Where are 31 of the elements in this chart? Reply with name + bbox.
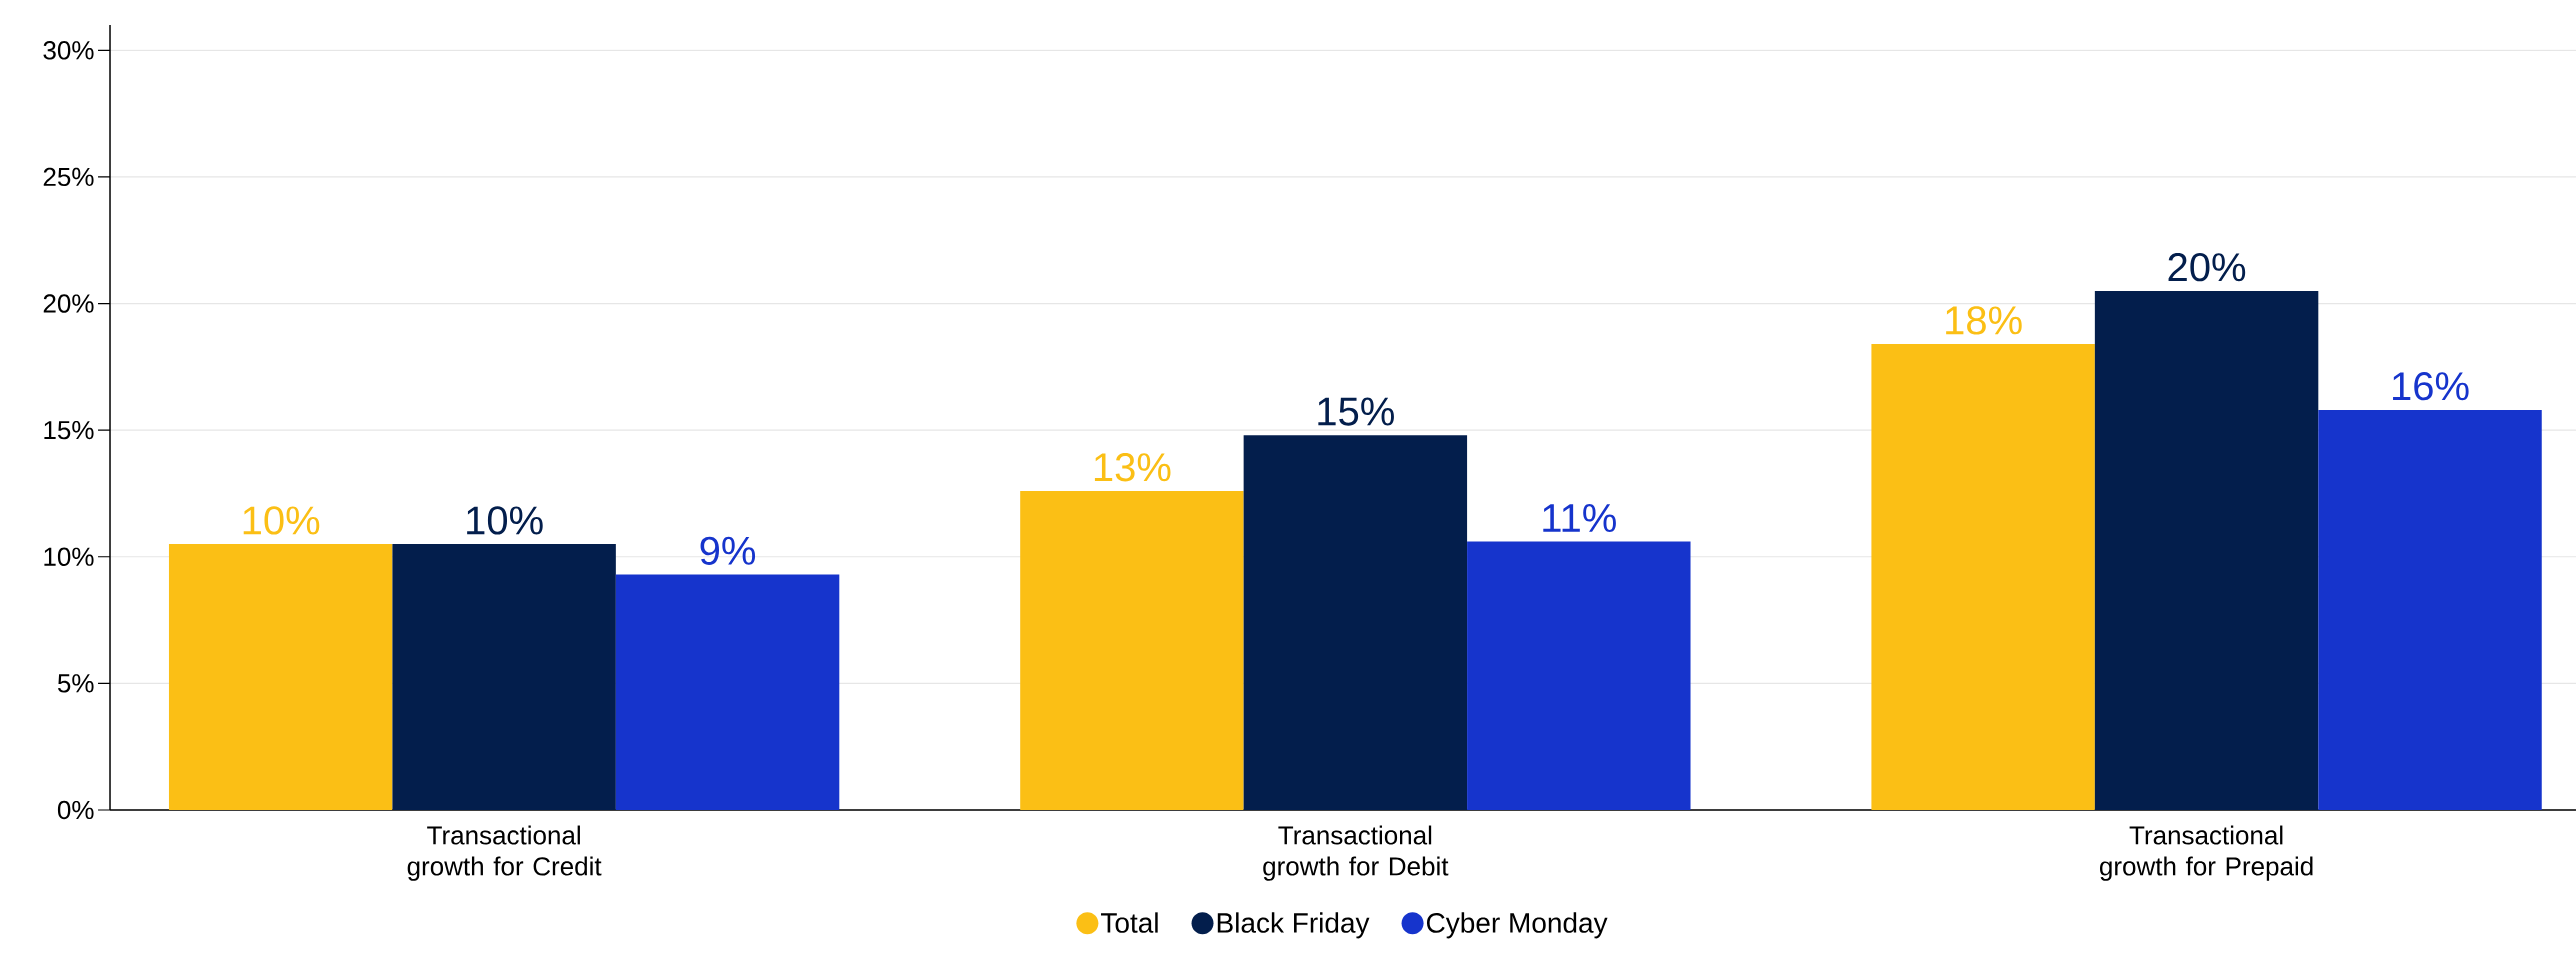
y-tick-label: 20% (43, 294, 94, 313)
bar (2094, 290, 2319, 810)
data-label: 9% (700, 536, 756, 565)
data-label: 16% (2393, 372, 2469, 401)
data-label: 10% (467, 506, 543, 535)
x-tick-label: Transactional growth for Credit (407, 825, 602, 881)
data-label: 10% (243, 506, 320, 535)
bar (1020, 490, 1244, 810)
bar (615, 574, 840, 810)
bar (168, 544, 393, 810)
data-label: 15% (1318, 397, 1394, 426)
x-tick-label: Transactional growth for Prepaid (2100, 825, 2313, 881)
x-tick-label: Transactional growth for Debit (1263, 825, 1449, 881)
y-tick-label: 25% (43, 167, 94, 187)
y-tick-label: 5% (57, 674, 94, 693)
legend-label: Cyber Monday (1426, 912, 1608, 939)
data-label: 18% (1946, 306, 2022, 335)
y-tick-label: 15% (44, 421, 94, 440)
bar (392, 544, 616, 810)
data-label: 11% (1543, 504, 1616, 533)
bar (1243, 435, 1468, 810)
data-label: 20% (2168, 253, 2246, 282)
y-tick-label: 10% (44, 547, 94, 566)
legend-label: Black Friday (1217, 912, 1370, 939)
bar (1467, 541, 1691, 810)
bar (2318, 409, 2542, 810)
y-tick-label: 30% (43, 41, 94, 60)
y-tick-label: 0% (57, 800, 94, 820)
data-label: 13% (1094, 453, 1171, 482)
legend-label: Total (1101, 912, 1158, 933)
bar (1871, 344, 2095, 810)
